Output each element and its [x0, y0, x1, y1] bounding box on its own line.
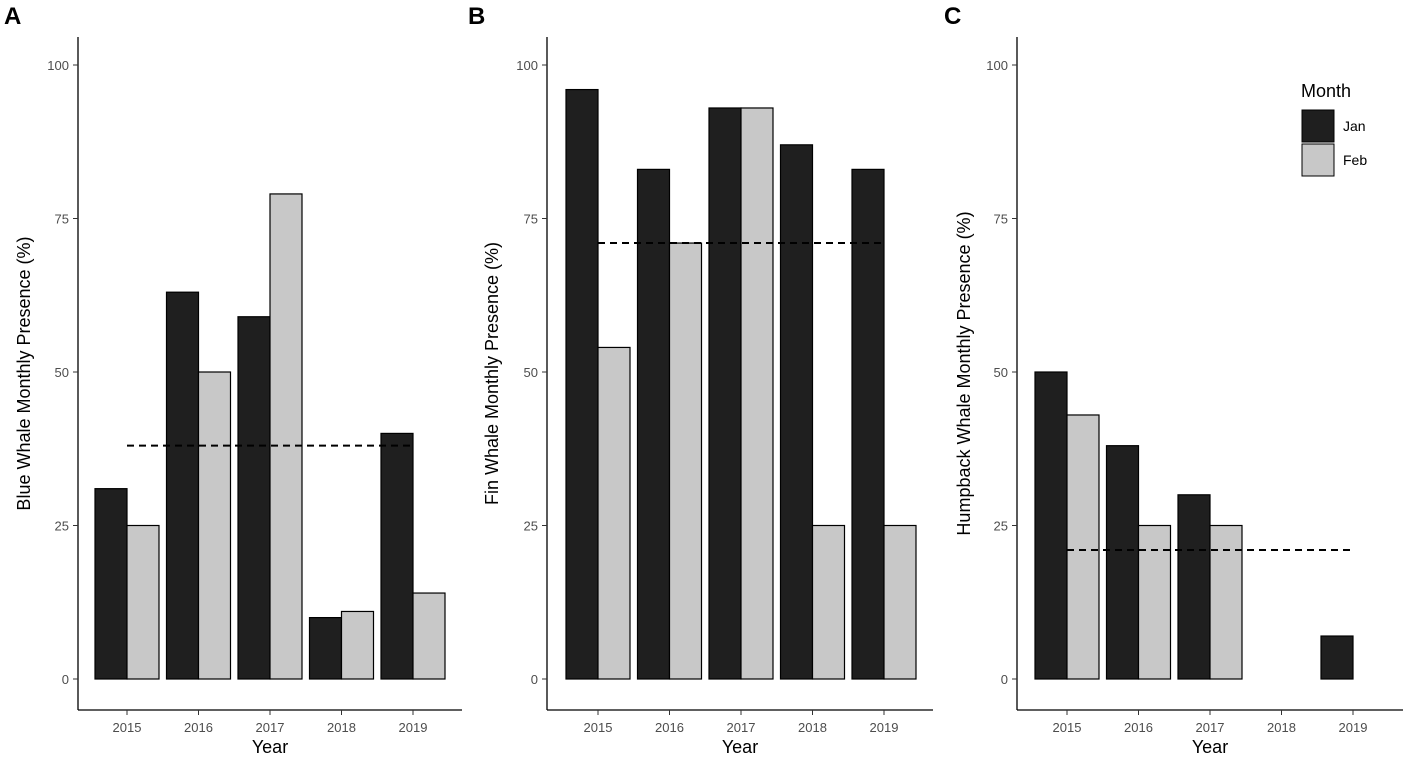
bar-feb-2019 — [412, 592, 446, 680]
x-tick-label: 2018 — [798, 720, 827, 735]
y-tick-label: 75 — [994, 212, 1008, 227]
x-tick-label: 2019 — [1339, 720, 1368, 735]
bar-jan-2019 — [380, 432, 414, 680]
legend-label-feb: Feb — [1343, 152, 1367, 168]
y-tick-label: 75 — [55, 212, 69, 227]
y-tick-label: 100 — [986, 58, 1008, 73]
x-tick-label: 2018 — [1267, 720, 1296, 735]
bar-feb-2017 — [269, 193, 303, 680]
bar-feb-2018 — [340, 610, 375, 680]
y-tick-label: 75 — [524, 212, 538, 227]
bar-feb-2016 — [668, 242, 703, 680]
bar-jan-2015 — [565, 88, 599, 680]
bar-feb-2017 — [1209, 524, 1243, 680]
x-tick-label: 2017 — [256, 720, 285, 735]
bar-jan-2016 — [636, 168, 671, 680]
legend-title: Month — [1301, 81, 1351, 101]
x-tick-label: 2019 — [399, 720, 428, 735]
bar-jan-2017 — [708, 107, 742, 680]
y-tick-label: 25 — [524, 519, 538, 534]
x-axis-title: Year — [1192, 737, 1228, 757]
bar-feb-2017 — [740, 107, 774, 680]
panel-letter: A — [4, 3, 21, 30]
y-tick-label: 50 — [994, 365, 1008, 380]
y-axis-title: Blue Whale Monthly Presence (%) — [14, 236, 34, 510]
y-tick-label: 100 — [47, 58, 69, 73]
y-tick-label: 25 — [994, 519, 1008, 534]
x-tick-label: 2015 — [113, 720, 142, 735]
bar-feb-2015 — [1066, 414, 1100, 680]
y-tick-label: 0 — [531, 672, 538, 687]
y-tick-label: 25 — [55, 519, 69, 534]
y-tick-label: 100 — [516, 58, 538, 73]
bar-jan-2015 — [1034, 371, 1068, 680]
bar-feb-2018 — [811, 524, 846, 680]
bar-feb-2019 — [883, 524, 917, 680]
legend-label-jan: Jan — [1343, 118, 1366, 134]
bar-jan-2016 — [1105, 445, 1140, 680]
legend: Month Jan Feb — [1301, 81, 1367, 177]
x-tick-label: 2017 — [1196, 720, 1225, 735]
legend-swatch-feb — [1301, 143, 1335, 177]
bar-feb-2016 — [197, 371, 232, 680]
y-axis-title: Humpback Whale Monthly Presence (%) — [954, 211, 974, 535]
panel-letter: C — [944, 3, 961, 30]
y-axis-title: Fin Whale Monthly Presence (%) — [482, 242, 502, 505]
panel-letter: B — [468, 3, 485, 30]
bar-jan-2015 — [94, 488, 128, 680]
x-axis-title: Year — [722, 737, 758, 757]
bar-jan-2019 — [1320, 635, 1354, 680]
x-tick-label: 2019 — [870, 720, 899, 735]
bar-jan-2017 — [1177, 494, 1211, 680]
bar-jan-2016 — [165, 291, 200, 680]
panel-a: A 0 25 50 75 100 2015 2016 2017 2018 2019 Year Blue … — [4, 3, 462, 757]
bar-jan-2017 — [237, 316, 271, 680]
panel-b: B 0 25 50 75 100 2015 2016 2017 2018 2019 Year Fin W… — [468, 3, 933, 757]
x-tick-label: 2015 — [584, 720, 613, 735]
y-tick-label: 50 — [55, 365, 69, 380]
bar-feb-2015 — [126, 524, 160, 680]
x-tick-label: 2016 — [655, 720, 684, 735]
x-tick-label: 2016 — [1124, 720, 1153, 735]
x-tick-label: 2017 — [727, 720, 756, 735]
y-tick-label: 0 — [62, 672, 69, 687]
bar-jan-2018 — [308, 616, 343, 680]
y-tick-label: 50 — [524, 365, 538, 380]
panel-c: C 0 25 50 75 100 2015 2016 2017 2018 2019 Year Humpb… — [944, 3, 1403, 757]
bar-feb-2016 — [1137, 524, 1172, 680]
x-tick-label: 2016 — [184, 720, 213, 735]
x-tick-label: 2018 — [327, 720, 356, 735]
x-tick-label: 2015 — [1053, 720, 1082, 735]
bar-feb-2015 — [597, 346, 631, 680]
bar-jan-2019 — [851, 168, 885, 680]
x-axis-title: Year — [252, 737, 288, 757]
legend-swatch-jan — [1301, 109, 1335, 143]
bar-jan-2018 — [779, 144, 814, 680]
y-tick-label: 0 — [1001, 672, 1008, 687]
